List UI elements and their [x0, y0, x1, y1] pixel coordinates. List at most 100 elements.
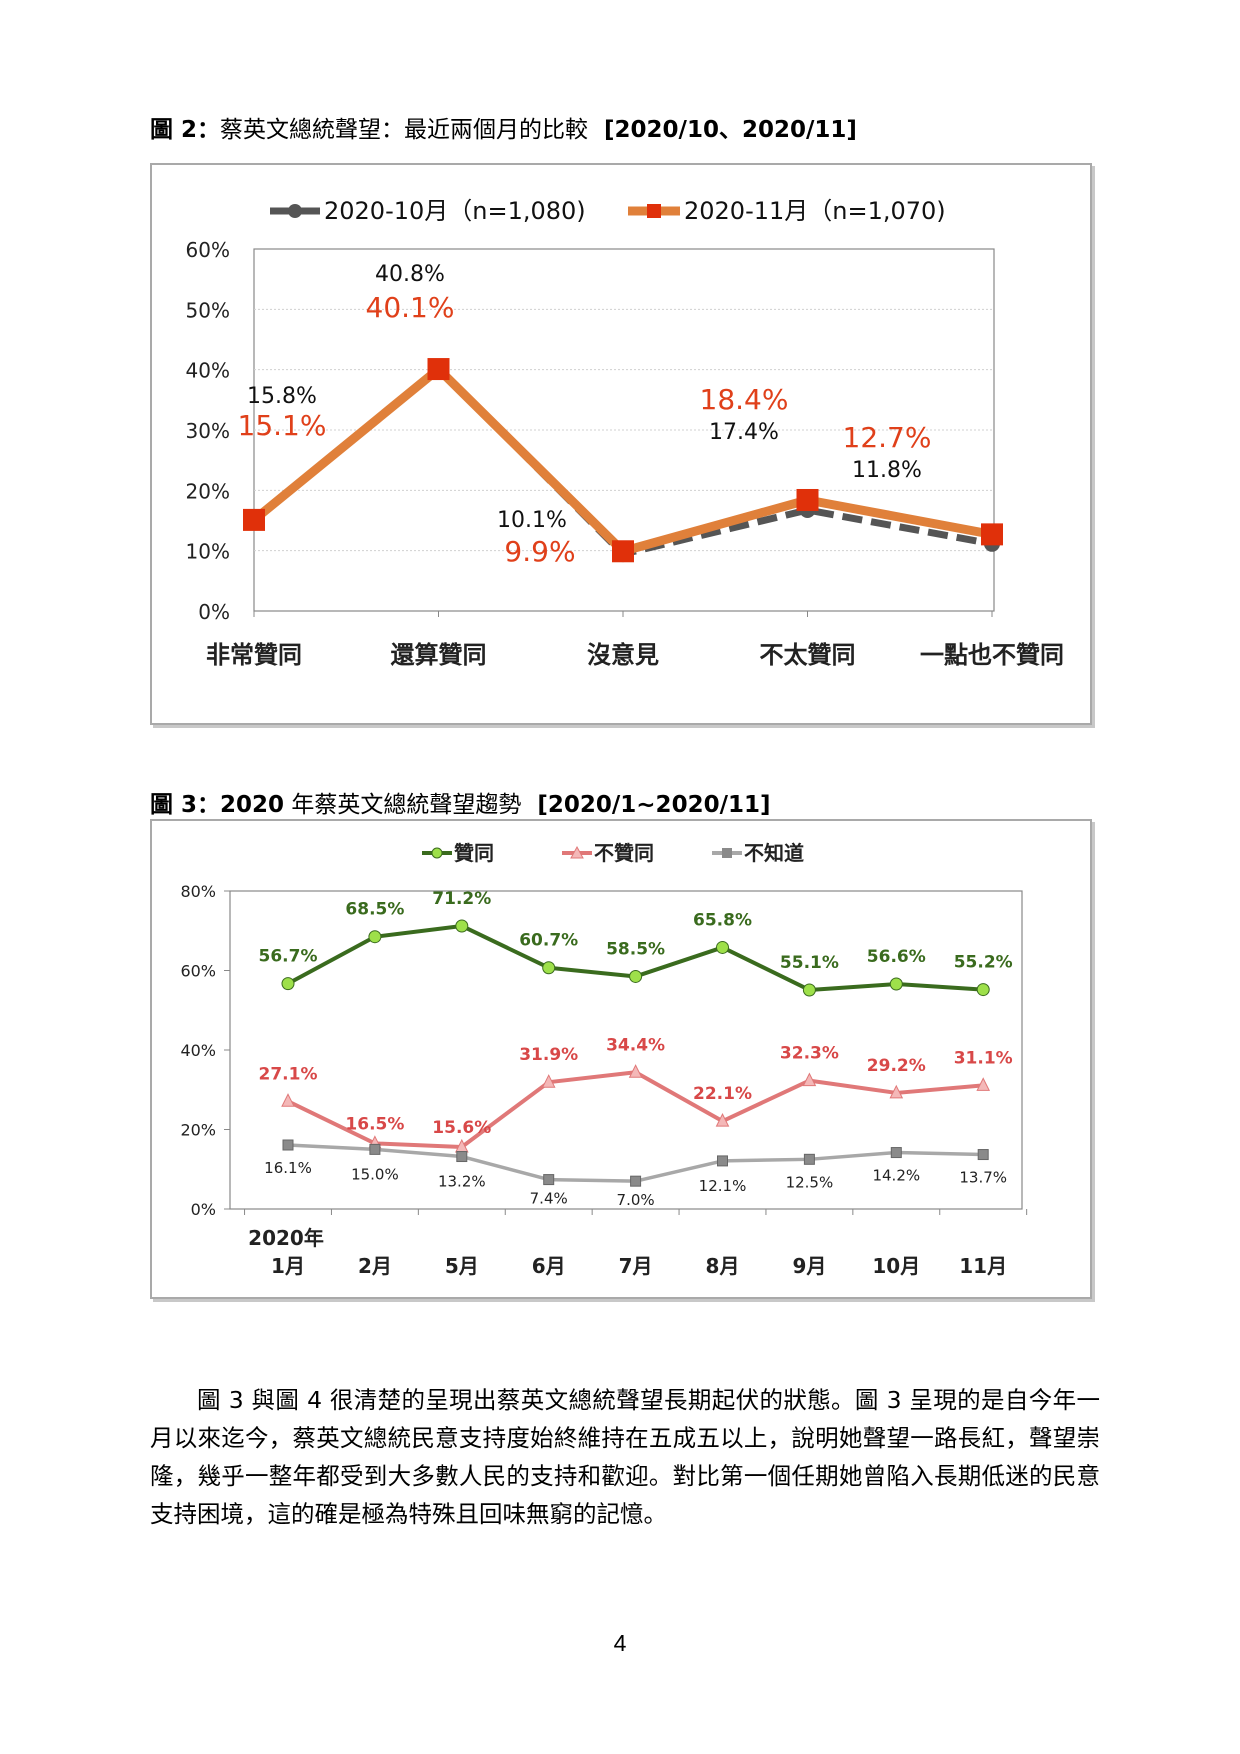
- x-tick-label: 11月: [959, 1254, 1007, 1278]
- data-label: 56.6%: [867, 947, 926, 967]
- figure-2-label: 圖 2: [150, 117, 198, 143]
- figure-3-chart: 0% 20% 40% 60% 80% 2020年 1月 2月 5月 6月 7月 8月 9月 10月 11月 贊…: [180, 841, 1028, 1278]
- series-point: [368, 930, 382, 944]
- series-point: [455, 919, 469, 933]
- data-label: 15.0%: [351, 1165, 399, 1183]
- series-point: [542, 961, 556, 975]
- series-point: [281, 977, 295, 991]
- y-tick-label: 0%: [191, 1200, 216, 1219]
- y-tick-label: 60%: [180, 962, 216, 981]
- data-label: 31.1%: [954, 1048, 1013, 1068]
- data-label: 12.1%: [699, 1177, 747, 1195]
- x-tick-label: 5月: [445, 1254, 479, 1278]
- data-label: 14.2%: [872, 1167, 920, 1185]
- data-label-nov: 12.7%: [843, 421, 932, 454]
- figure-2-title: 圖 2：蔡英文總統聲望：最近兩個月的比較 [2020/10、2020/11]: [150, 110, 857, 144]
- figure-3-title-text: 年蔡英文總統聲望趨勢: [284, 792, 522, 818]
- x-tick-label: 6月: [532, 1254, 566, 1278]
- series-point: [889, 977, 903, 991]
- data-label: 7.4%: [530, 1190, 568, 1208]
- y-tick-label: 80%: [180, 882, 216, 901]
- data-label: 12.5%: [786, 1173, 834, 1191]
- data-label: 55.1%: [780, 953, 839, 973]
- y-tick-label: 60%: [186, 238, 230, 262]
- data-label: 27.1%: [259, 1064, 318, 1084]
- data-label: 13.2%: [438, 1173, 486, 1191]
- data-label-oct: 10.1%: [497, 508, 567, 533]
- x-tick-label: 非常贊同: [206, 641, 302, 669]
- figure-3-chart-frame: 0% 20% 40% 60% 80% 2020年 1月 2月 5月 6月 7月 8月 9月 10月 11月 贊…: [150, 819, 1092, 1299]
- y-tick-label: 10%: [186, 540, 230, 564]
- figure-3-label: 圖 3: [150, 792, 198, 818]
- series-point: [976, 983, 990, 997]
- series-point: [890, 1147, 902, 1159]
- y-tick-label: 20%: [180, 1121, 216, 1140]
- data-label: 15.6%: [432, 1118, 491, 1138]
- data-label: 31.9%: [519, 1045, 578, 1065]
- legend-marker: [722, 848, 732, 858]
- data-label-oct: 17.4%: [709, 420, 779, 445]
- data-label: 32.3%: [780, 1044, 839, 1064]
- data-label-nov: 18.4%: [700, 383, 789, 416]
- y-tick-label: 0%: [198, 600, 230, 624]
- series-nov-point: [427, 358, 450, 381]
- data-label: 65.8%: [693, 910, 752, 930]
- data-label-oct: 15.8%: [247, 384, 317, 409]
- body-paragraph-text: 圖 3 與圖 4 很清楚的呈現出蔡英文總統聲望長期起伏的狀態。圖 3 呈現的是自…: [150, 1386, 1100, 1528]
- y-tick-label: 20%: [186, 479, 230, 503]
- body-paragraph: 圖 3 與圖 4 很清楚的呈現出蔡英文總統聲望長期起伏的狀態。圖 3 呈現的是自…: [150, 1381, 1100, 1533]
- x-tick-label: 一點也不贊同: [920, 641, 1064, 669]
- series-point: [541, 1074, 556, 1088]
- y-tick-label: 40%: [186, 359, 230, 383]
- series-point: [629, 969, 643, 983]
- series-point: [889, 1084, 904, 1099]
- legend-label-nov: 2020-11月（n=1,070): [684, 197, 946, 225]
- x-tick-label: 1月: [271, 1254, 305, 1278]
- figure-2-range: [2020/10、2020/11]: [604, 117, 857, 143]
- data-label: 60.7%: [519, 931, 578, 951]
- legend-label: 贊同: [454, 841, 494, 865]
- x-tick-label: 8月: [706, 1254, 740, 1278]
- data-label: 13.7%: [959, 1169, 1007, 1187]
- series-point: [628, 1064, 643, 1078]
- figure-3-year: 2020: [220, 792, 285, 818]
- series-point: [456, 1151, 468, 1163]
- legend-marker-nov: [647, 204, 661, 218]
- legend-marker: [431, 847, 443, 859]
- data-label: 29.2%: [867, 1056, 926, 1076]
- series-point: [630, 1175, 642, 1187]
- figure-2-title-text: 蔡英文總統聲望：最近兩個月的比較: [220, 117, 589, 143]
- series-point: [803, 1153, 815, 1165]
- series-point: [802, 1072, 817, 1087]
- series-point: [716, 940, 729, 954]
- x-tick-label: 沒意見: [587, 641, 659, 669]
- series-point: [281, 1093, 295, 1107]
- data-label: 7.0%: [617, 1191, 655, 1209]
- data-label: 71.2%: [432, 889, 491, 909]
- series-nov-point: [243, 508, 265, 531]
- figure-3-range: [2020/1~2020/11]: [537, 792, 771, 818]
- page-number: 4: [613, 1630, 627, 1656]
- figure-3-title: 圖 3：2020 年蔡英文總統聲望趨勢 [2020/1~2020/11]: [150, 785, 771, 819]
- data-label: 16.1%: [264, 1159, 312, 1177]
- series-nov-point: [796, 488, 819, 511]
- legend-label-oct: 2020-10月（n=1,080): [324, 197, 586, 225]
- data-label: 68.5%: [345, 900, 404, 920]
- figure-2-colon: ：: [197, 117, 221, 143]
- x-tick-label: 10月: [872, 1254, 920, 1278]
- series-point: [543, 1174, 555, 1186]
- data-label-oct: 11.8%: [852, 458, 922, 483]
- x-tick-label: 2月: [358, 1254, 392, 1278]
- series-point: [282, 1139, 294, 1151]
- y-tick-label: 30%: [186, 419, 230, 443]
- data-label-nov: 9.9%: [504, 535, 575, 568]
- data-label: 56.7%: [259, 947, 318, 967]
- data-label: 58.5%: [606, 939, 665, 959]
- series-point: [977, 1149, 989, 1161]
- figure-3-colon: ：: [197, 792, 221, 818]
- x-year-label: 2020年: [248, 1226, 324, 1250]
- legend-marker: [570, 845, 584, 859]
- x-tick-label: 不太贊同: [760, 641, 856, 669]
- figure-2-chart-frame: 0% 10% 20% 30% 40% 50% 60% 非常贊同 還算贊同 沒意見 不太贊同 一點也不贊…: [150, 163, 1092, 725]
- series-nov-point: [981, 523, 1003, 546]
